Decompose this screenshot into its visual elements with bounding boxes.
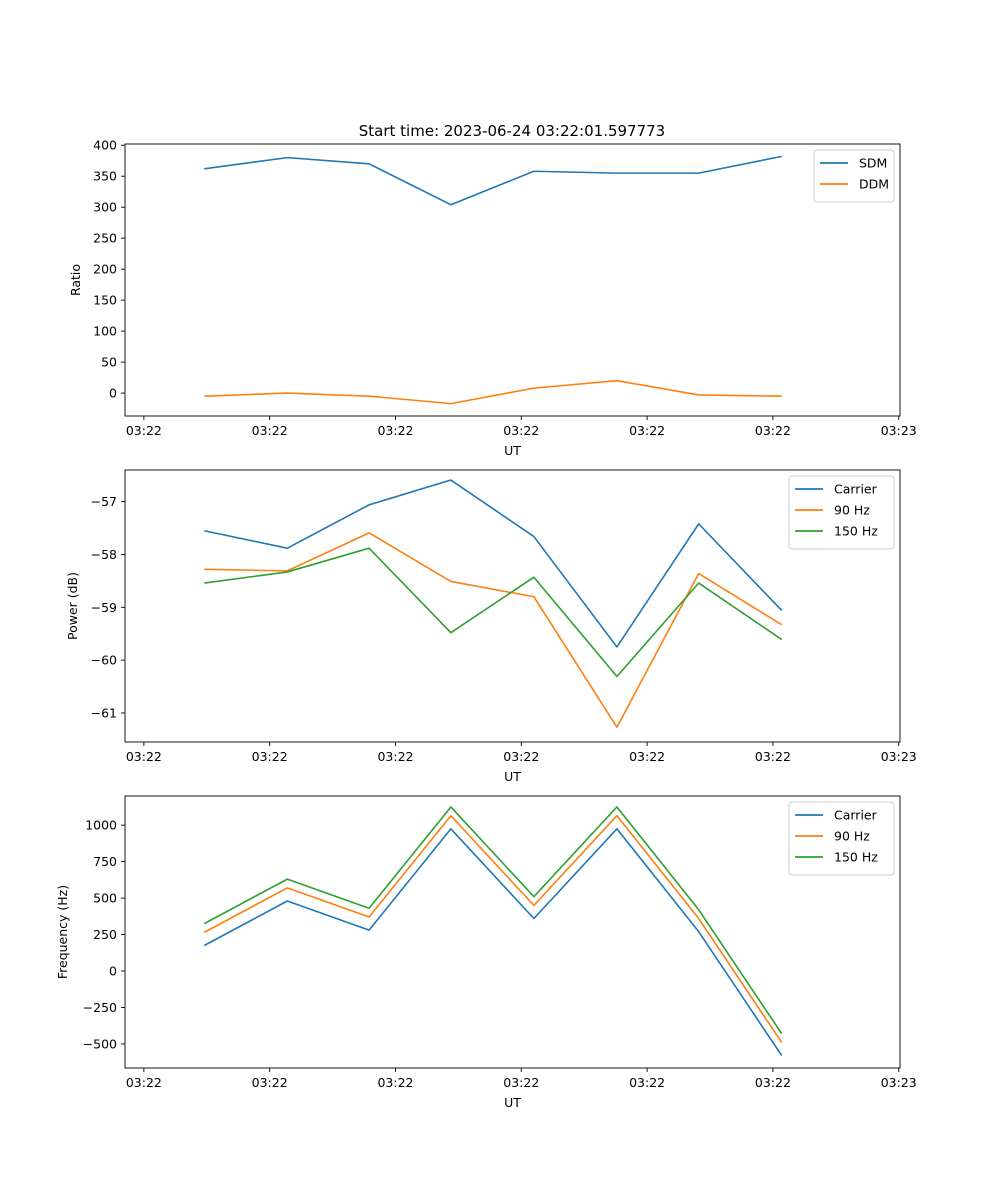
- x-tick-label: 03:23: [881, 1075, 917, 1090]
- y-tick-label: 350: [93, 169, 117, 184]
- y-tick-label: 0: [109, 964, 117, 979]
- x-tick-label: 03:22: [629, 1075, 665, 1090]
- x-tick-label: 03:22: [252, 1075, 288, 1090]
- axes-frame: [124, 469, 901, 743]
- legend-label: Carrier: [834, 808, 878, 823]
- series-line-carrier: [203, 828, 783, 1057]
- y-tick-label: 750: [93, 854, 117, 869]
- chart-panel-3: 03:22 03:22 03:22 03:22 03:22 03:22 03:23 1000 7…: [55, 795, 917, 1110]
- legend-label: 150 Hz: [834, 850, 878, 865]
- y-axis-label: Ratio: [68, 264, 83, 296]
- x-tick-label: 03:22: [629, 423, 665, 438]
- y-tick-label: 100: [93, 324, 117, 339]
- x-tick-label: 03:22: [377, 1075, 413, 1090]
- legend-label: Carrier: [834, 482, 878, 497]
- y-tick-label: 50: [101, 355, 117, 370]
- chart-panel-1: 03:22 03:22 03:22 03:22 03:22 03:22 03:23 0 50 10…: [68, 138, 917, 458]
- y-tick-label: 200: [93, 262, 117, 277]
- legend: Carrier 90 Hz 150 Hz: [788, 801, 895, 876]
- x-tick-label: 03:23: [881, 423, 917, 438]
- y-tick-label: −57: [91, 494, 117, 509]
- chart-panel-2: 03:22 03:22 03:22 03:22 03:22 03:22 03:23 −57 −5…: [65, 469, 917, 784]
- y-tick-label: 400: [93, 138, 117, 153]
- legend: Carrier 90 Hz 150 Hz: [788, 475, 895, 550]
- y-tick-label: −58: [91, 547, 117, 562]
- axes-frame: [124, 795, 901, 1069]
- series-line-150-hz: [204, 547, 783, 678]
- series-line-carrier: [204, 479, 783, 648]
- x-axis-label: UT: [504, 1095, 521, 1110]
- y-tick-label: −59: [91, 600, 117, 615]
- series-line-sdm: [204, 155, 782, 206]
- legend-label: 90 Hz: [834, 829, 870, 844]
- y-tick-label: 300: [93, 200, 117, 215]
- x-tick-label: 03:22: [252, 423, 288, 438]
- x-tick-label: 03:22: [503, 749, 539, 764]
- legend-label: 150 Hz: [834, 524, 878, 539]
- y-axis-label: Frequency (Hz): [55, 885, 70, 979]
- figure-title: Start time: 2023-06-24 03:22:01.597773: [359, 122, 665, 140]
- x-tick-label: 03:22: [377, 423, 413, 438]
- x-tick-label: 03:22: [503, 1075, 539, 1090]
- y-tick-label: −250: [83, 1000, 117, 1015]
- y-tick-label: −60: [91, 653, 117, 668]
- y-tick-label: 250: [93, 231, 117, 246]
- x-tick-label: 03:22: [126, 423, 162, 438]
- x-axis-label: UT: [504, 769, 521, 784]
- y-tick-label: −61: [91, 705, 117, 720]
- legend: SDM DDM: [813, 149, 895, 203]
- y-tick-label: −500: [83, 1036, 117, 1051]
- x-tick-label: 03:22: [126, 1075, 162, 1090]
- y-tick-label: 250: [93, 927, 117, 942]
- series-line-ddm: [204, 379, 782, 405]
- y-tick-label: 500: [93, 891, 117, 906]
- x-tick-label: 03:22: [629, 749, 665, 764]
- x-tick-label: 03:22: [377, 749, 413, 764]
- x-axis-label: UT: [504, 443, 521, 458]
- x-tick-label: 03:22: [755, 1075, 791, 1090]
- x-tick-label: 03:22: [755, 749, 791, 764]
- y-axis-label: Power (dB): [65, 572, 80, 640]
- legend-label: SDM: [859, 156, 887, 171]
- series-line-150-hz: [203, 806, 783, 1035]
- x-tick-label: 03:22: [252, 749, 288, 764]
- y-tick-label: 1000: [85, 818, 117, 833]
- series-line-90-hz: [203, 814, 783, 1043]
- charts: 03:22 03:22 03:22 03:22 03:22 03:22 03:23 0 50 10…: [55, 138, 917, 1110]
- axes-frame: [124, 143, 901, 417]
- x-tick-label: 03:23: [881, 749, 917, 764]
- x-tick-label: 03:22: [503, 423, 539, 438]
- y-tick-label: 150: [93, 293, 117, 308]
- legend-label: 90 Hz: [834, 503, 870, 518]
- x-tick-label: 03:22: [126, 749, 162, 764]
- y-tick-label: 0: [109, 386, 117, 401]
- legend-label: DDM: [859, 177, 889, 192]
- x-tick-label: 03:22: [755, 423, 791, 438]
